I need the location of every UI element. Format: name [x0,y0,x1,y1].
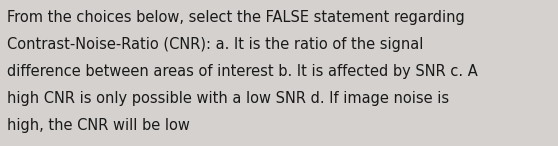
Text: Contrast-Noise-Ratio (CNR): a. It is the ratio of the signal: Contrast-Noise-Ratio (CNR): a. It is the… [7,37,424,52]
Text: From the choices below, select the FALSE statement regarding: From the choices below, select the FALSE… [7,10,465,25]
Text: high CNR is only possible with a low SNR d. If image noise is: high CNR is only possible with a low SNR… [7,91,449,106]
Text: high, the CNR will be low: high, the CNR will be low [7,118,190,133]
Text: difference between areas of interest b. It is affected by SNR c. A: difference between areas of interest b. … [7,64,478,79]
